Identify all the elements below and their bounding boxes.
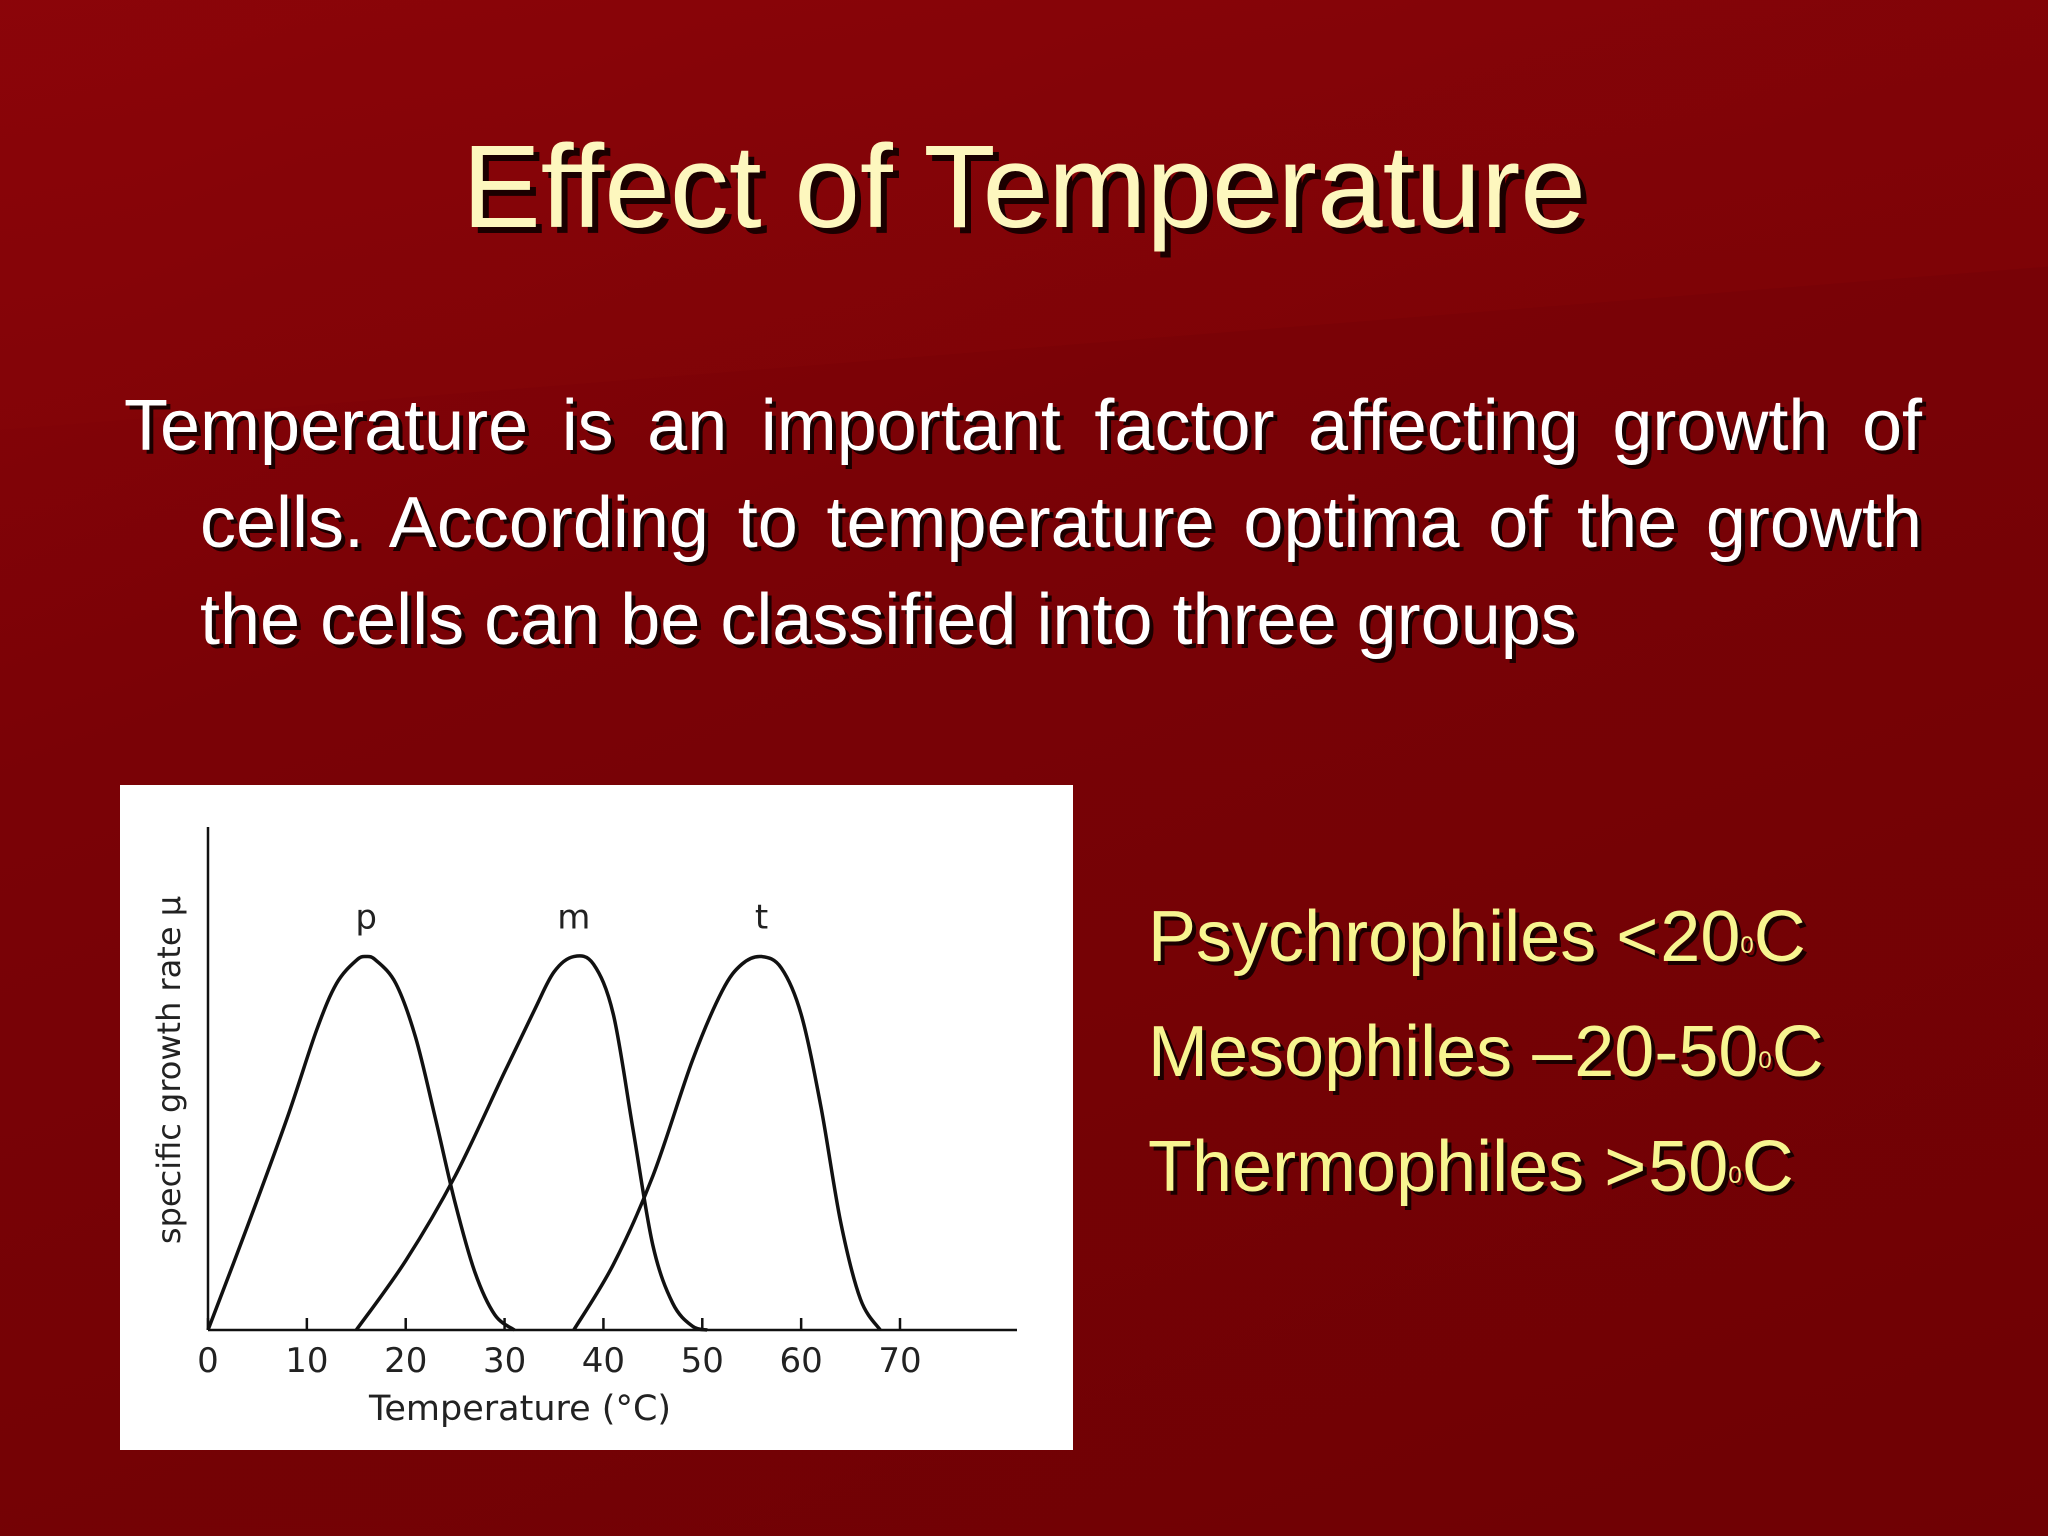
degree-mark: 0 [1758, 1047, 1772, 1074]
group-operator: < [1616, 897, 1659, 977]
group-operator: > [1604, 1127, 1647, 1207]
growth-rate-chart: 0 10 20 30 40 50 60 70 p m t Temperature (°C) spe… [120, 785, 1073, 1450]
degree-mark: 0 [1740, 932, 1754, 959]
group-range: 50 [1648, 1127, 1729, 1207]
x-ticks: 0 10 20 30 40 50 60 70 [197, 1318, 922, 1381]
x-tick-label: 30 [483, 1341, 526, 1381]
x-tick-label: 0 [197, 1341, 219, 1381]
group-thermophiles: Thermophiles > 500C [1148, 1110, 2028, 1225]
slide-title: Effect of Temperature [462, 121, 1586, 253]
curve-label-p: p [355, 898, 377, 938]
x-tick-label: 10 [285, 1341, 328, 1381]
curve-p [206, 954, 516, 1332]
group-range: 20-50 [1574, 1012, 1759, 1092]
curve-label-t: t [755, 898, 768, 938]
degree-mark: 0 [1728, 1162, 1742, 1189]
group-unit: C [1741, 1127, 1794, 1207]
x-tick-label: 60 [780, 1341, 823, 1381]
y-axis-label: specific growth rate μ [150, 896, 188, 1244]
curve-m [354, 954, 708, 1332]
group-operator: – [1532, 1012, 1573, 1092]
group-unit: C [1753, 897, 1806, 977]
group-name: Thermophiles [1148, 1127, 1585, 1207]
group-mesophiles: Mesophiles – 20-500C [1148, 995, 2028, 1110]
curves [206, 954, 882, 1332]
slide-body-text: Temperature is an important factor affec… [124, 386, 1922, 660]
x-axis-label: Temperature (°C) [368, 1389, 671, 1429]
chart-svg: 0 10 20 30 40 50 60 70 p m t Temperature (°C) spe… [150, 827, 1017, 1429]
x-tick-label: 70 [878, 1341, 921, 1381]
group-name: Psychrophiles [1148, 897, 1597, 977]
group-name: Mesophiles [1148, 1012, 1513, 1092]
curve-label-m: m [557, 898, 590, 938]
group-psychrophiles: Psychrophiles < 200C [1148, 880, 2028, 995]
x-tick-label: 50 [681, 1341, 724, 1381]
classification-list: Psychrophiles < 200C Mesophiles – 20-500… [1148, 880, 2028, 1225]
group-range: 20 [1660, 897, 1741, 977]
x-tick-label: 20 [384, 1341, 427, 1381]
curve-t [572, 954, 882, 1332]
x-tick-label: 40 [582, 1341, 625, 1381]
group-unit: C [1771, 1012, 1824, 1092]
